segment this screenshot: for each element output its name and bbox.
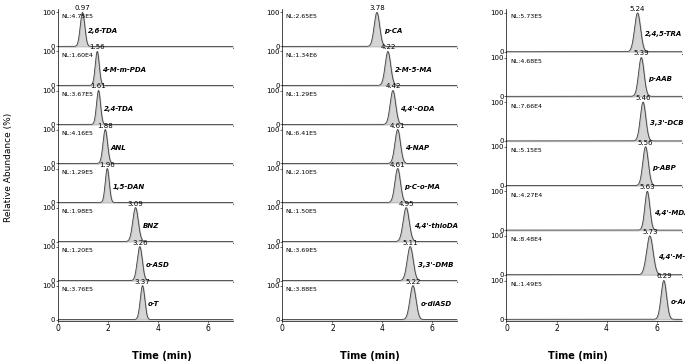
Text: NL:1.29E5: NL:1.29E5	[62, 170, 94, 175]
Text: 5.46: 5.46	[635, 95, 651, 101]
Text: NL:4.16E5: NL:4.16E5	[62, 131, 94, 136]
Text: 4.61: 4.61	[390, 123, 406, 129]
Text: 5.56: 5.56	[638, 140, 653, 146]
Text: 3.26: 3.26	[132, 240, 147, 246]
Text: 2-M-5-MA: 2-M-5-MA	[395, 67, 432, 73]
Text: NL:1.50E5: NL:1.50E5	[286, 209, 318, 214]
Text: NL:3.76E5: NL:3.76E5	[62, 287, 94, 292]
Text: NL:8.48E4: NL:8.48E4	[510, 237, 542, 242]
Text: 5.11: 5.11	[402, 240, 418, 246]
Text: p-CA: p-CA	[384, 28, 402, 34]
Text: NL:2.65E5: NL:2.65E5	[286, 14, 318, 19]
Text: BNZ: BNZ	[142, 223, 159, 229]
Text: 3,3'-DMB: 3,3'-DMB	[418, 262, 453, 268]
Text: p-ABP: p-ABP	[652, 165, 676, 171]
Text: 4-NAP: 4-NAP	[405, 145, 429, 151]
Text: NL:3.88E5: NL:3.88E5	[286, 287, 318, 292]
Text: NL:1.60E4: NL:1.60E4	[62, 53, 94, 58]
Text: 3.78: 3.78	[369, 5, 385, 12]
Text: NL:1.98E5: NL:1.98E5	[62, 209, 94, 214]
Text: 1,5-DAN: 1,5-DAN	[112, 184, 145, 190]
Text: 5.63: 5.63	[640, 184, 655, 190]
Text: 3.37: 3.37	[135, 279, 151, 285]
Text: o-ASD: o-ASD	[146, 262, 170, 268]
Text: NL:1.29E5: NL:1.29E5	[286, 92, 318, 97]
Text: 4.95: 4.95	[399, 201, 414, 207]
Text: p-C-o-MA: p-C-o-MA	[405, 184, 440, 190]
Text: NL:1.49E5: NL:1.49E5	[510, 282, 542, 287]
Text: 5.24: 5.24	[630, 6, 645, 12]
Text: 5.22: 5.22	[406, 279, 421, 285]
Text: 1.96: 1.96	[99, 162, 115, 168]
Text: 3,3'-DCB: 3,3'-DCB	[650, 121, 684, 126]
Text: 2,4-TDA: 2,4-TDA	[103, 106, 134, 112]
Text: 3.09: 3.09	[127, 201, 143, 207]
Text: 0.97: 0.97	[75, 5, 90, 12]
Text: NL:4.27E4: NL:4.27E4	[510, 193, 543, 198]
Text: NL:5.15E5: NL:5.15E5	[510, 148, 542, 153]
Text: o-diASD: o-diASD	[421, 301, 451, 307]
Text: NL:5.73E5: NL:5.73E5	[510, 15, 542, 20]
Text: 4-M-m-PDA: 4-M-m-PDA	[102, 67, 147, 73]
Text: 4,4'-ODA: 4,4'-ODA	[400, 106, 434, 112]
Text: 2,4,5-TRA: 2,4,5-TRA	[645, 31, 682, 37]
Text: NL:3.69E5: NL:3.69E5	[286, 248, 318, 253]
Text: Time (min): Time (min)	[132, 351, 192, 361]
Text: NL:1.20E5: NL:1.20E5	[62, 248, 94, 253]
Text: o-T: o-T	[148, 301, 160, 307]
Text: NL:4.75E5: NL:4.75E5	[62, 14, 94, 19]
Text: NL:7.66E4: NL:7.66E4	[510, 103, 542, 109]
Text: NL:6.41E5: NL:6.41E5	[286, 131, 318, 136]
Text: Relative Abundance (%): Relative Abundance (%)	[3, 113, 13, 221]
Text: Time (min): Time (min)	[340, 351, 400, 361]
Text: Time (min): Time (min)	[548, 351, 608, 361]
Text: o-AAT: o-AAT	[671, 299, 685, 305]
Text: p-AAB: p-AAB	[648, 76, 672, 82]
Text: 4,4'-M-2-CA: 4,4'-M-2-CA	[658, 254, 685, 260]
Text: 1.56: 1.56	[90, 45, 105, 50]
Text: ANL: ANL	[111, 145, 127, 151]
Text: 4.61: 4.61	[390, 162, 406, 168]
Text: NL:1.34E6: NL:1.34E6	[286, 53, 318, 58]
Text: 5.73: 5.73	[642, 229, 658, 235]
Text: 2,6-TDA: 2,6-TDA	[88, 28, 119, 34]
Text: 4,4'-thioDA: 4,4'-thioDA	[414, 223, 458, 229]
Text: NL:2.10E5: NL:2.10E5	[286, 170, 318, 175]
Text: 4.42: 4.42	[385, 83, 401, 90]
Text: 6.29: 6.29	[656, 273, 671, 280]
Text: NL:3.67E5: NL:3.67E5	[62, 92, 94, 97]
Text: 4,4'-MDA: 4,4'-MDA	[653, 210, 685, 216]
Text: 5.39: 5.39	[634, 50, 649, 56]
Text: 4.22: 4.22	[380, 45, 396, 50]
Text: NL:4.68E5: NL:4.68E5	[510, 59, 542, 64]
Text: 1.61: 1.61	[90, 83, 106, 90]
Text: 1.88: 1.88	[97, 123, 113, 129]
